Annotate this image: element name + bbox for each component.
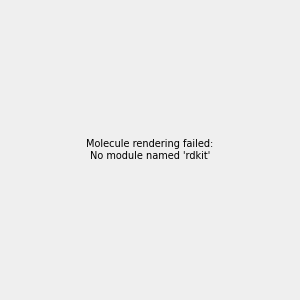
Text: Molecule rendering failed:
No module named 'rdkit': Molecule rendering failed: No module nam… xyxy=(86,139,214,161)
